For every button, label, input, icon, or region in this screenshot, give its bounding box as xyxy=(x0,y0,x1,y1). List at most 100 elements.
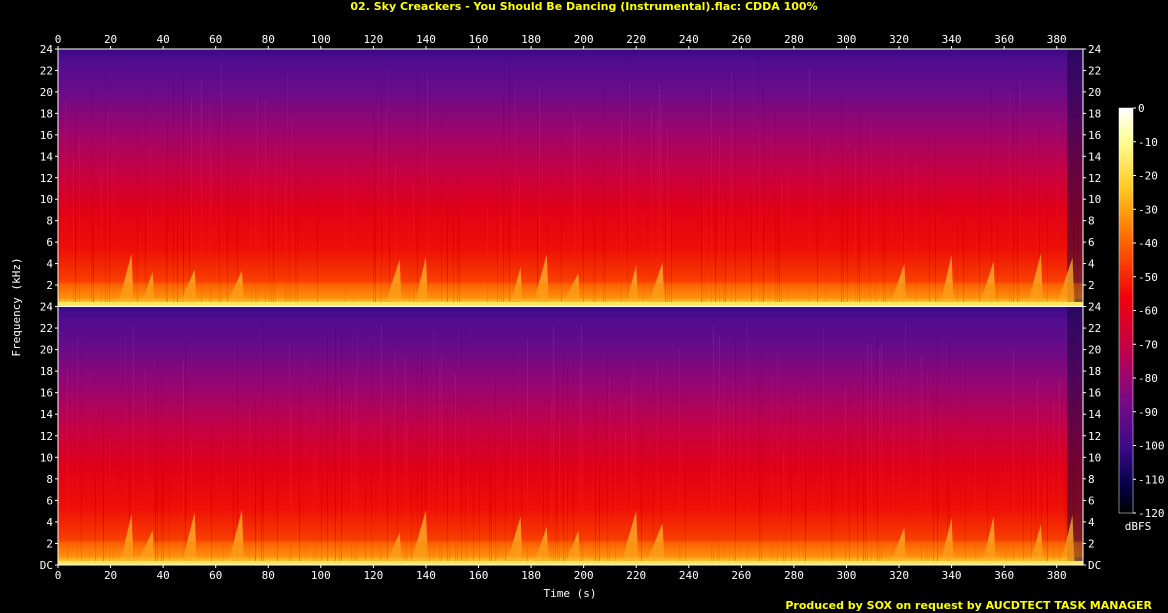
x-tick-label-top: 220 xyxy=(626,33,646,46)
spectral-streak xyxy=(563,355,564,565)
y-tick-label-left: 8 xyxy=(46,215,53,228)
spectral-streak xyxy=(59,74,60,307)
spectral-streak xyxy=(409,209,410,307)
y-axis-label: Frequency (kHz) xyxy=(10,257,23,356)
x-axis-top: 0 20 40 60 80 100 120 140 160 180 200 220 240 260 280 3… xyxy=(55,33,1067,49)
chart-title: 02. Sky Creackers - You Should Be Dancin… xyxy=(350,0,817,13)
spectral-streak xyxy=(759,380,760,565)
y-tick-label-right: 12 xyxy=(1088,430,1101,443)
harmonic-burst xyxy=(562,273,581,304)
y-tick-label-right: 2 xyxy=(1088,537,1095,550)
spectral-streak xyxy=(113,468,114,565)
harmonic-burst xyxy=(118,253,134,304)
spectral-streak xyxy=(321,424,322,565)
spectral-streak xyxy=(597,467,598,565)
spectral-streak xyxy=(211,153,212,307)
y-tick-label-left: 16 xyxy=(40,387,53,400)
spectral-streak xyxy=(457,166,458,307)
y-tick-label-right: 10 xyxy=(1088,451,1101,464)
spectral-streak xyxy=(869,156,870,307)
x-tick-label-bottom: 320 xyxy=(889,569,909,582)
spectral-streak xyxy=(841,99,842,307)
spectral-streak xyxy=(503,97,504,307)
spectral-streak xyxy=(105,75,106,307)
spectral-streak xyxy=(395,350,396,565)
x-tick-label-bottom: 140 xyxy=(416,569,436,582)
x-axis-bottom: 0 20 40 60 80 100 120 140 160 180 200 220 240 260 280 3… xyxy=(55,565,1067,582)
spectral-streak xyxy=(1017,75,1018,307)
spectral-streak xyxy=(593,154,594,307)
spectral-streak xyxy=(125,336,126,565)
spectral-streak xyxy=(373,407,374,565)
spectral-streak xyxy=(513,343,514,565)
spectral-streak xyxy=(771,374,772,565)
spectral-streak xyxy=(661,388,662,565)
spectral-streak xyxy=(855,147,856,307)
spectral-streak xyxy=(735,340,736,565)
spectral-streak xyxy=(609,376,610,565)
spectral-streak xyxy=(285,180,286,307)
spectral-streak xyxy=(929,415,930,565)
spectral-streak xyxy=(189,181,190,307)
spectral-streak xyxy=(625,396,626,565)
spectral-streak xyxy=(1019,78,1020,307)
spectral-streak xyxy=(1035,472,1036,565)
spectral-streak xyxy=(805,447,806,565)
spectral-streak xyxy=(269,195,270,307)
y-tick-label-right: 24 xyxy=(1088,301,1102,314)
y-tick-label-left: 10 xyxy=(40,451,53,464)
channel-1-texture xyxy=(59,49,1083,307)
spectral-streak xyxy=(723,373,724,565)
y-tick-label-left: 14 xyxy=(40,408,54,421)
spectral-streak xyxy=(191,97,192,307)
y-axis-left: 24681012141618202224DC246810121416182022… xyxy=(40,43,58,572)
spectral-streak xyxy=(763,87,764,307)
x-tick-label-bottom: 200 xyxy=(574,569,594,582)
spectral-streak xyxy=(291,409,292,565)
spectral-streak xyxy=(425,443,426,565)
spectral-streak xyxy=(505,441,506,565)
spectral-streak xyxy=(949,338,950,565)
spectral-streak xyxy=(113,134,114,307)
channel-1-panel xyxy=(58,49,1083,307)
channel-2-panel xyxy=(58,306,1083,565)
spectral-streak xyxy=(395,165,396,307)
spectral-streak xyxy=(417,76,418,307)
harmonic-burst xyxy=(940,254,954,304)
spectral-streak xyxy=(381,324,382,565)
spectral-streak xyxy=(251,170,252,307)
spectral-streak xyxy=(191,438,192,565)
spectral-streak xyxy=(487,206,488,307)
y-tick-label-left: 6 xyxy=(46,494,53,507)
spectral-streak xyxy=(875,199,876,307)
spectral-streak xyxy=(583,184,584,307)
spectral-streak xyxy=(729,401,730,565)
x-tick-label-top: 80 xyxy=(262,33,275,46)
spectral-streak xyxy=(863,357,864,565)
bass-energy-band xyxy=(58,283,1083,299)
spectral-streak xyxy=(291,116,292,307)
spectral-streak xyxy=(265,98,266,307)
spectral-streak xyxy=(731,72,732,307)
spectral-streak xyxy=(495,377,496,565)
spectral-streak xyxy=(165,214,166,307)
spectral-streak xyxy=(515,442,516,565)
spectral-streak xyxy=(595,142,596,307)
spectral-streak xyxy=(785,423,786,565)
spectral-streak xyxy=(297,152,298,307)
spectral-streak xyxy=(465,323,466,565)
track-end-fade xyxy=(1067,306,1083,565)
spectral-streak xyxy=(537,106,538,307)
y-tick-label-right: 6 xyxy=(1088,494,1095,507)
spectral-streak xyxy=(501,216,502,307)
spectral-streak xyxy=(579,123,580,307)
spectral-streak xyxy=(91,87,92,307)
spectral-streak xyxy=(407,421,408,565)
spectral-streak xyxy=(551,400,552,565)
spectral-streak xyxy=(107,113,108,307)
spectral-streak xyxy=(867,343,868,565)
spectral-streak xyxy=(667,128,668,307)
spectral-streak xyxy=(223,437,224,565)
spectral-streak xyxy=(145,89,146,307)
spectral-streak xyxy=(779,182,780,307)
